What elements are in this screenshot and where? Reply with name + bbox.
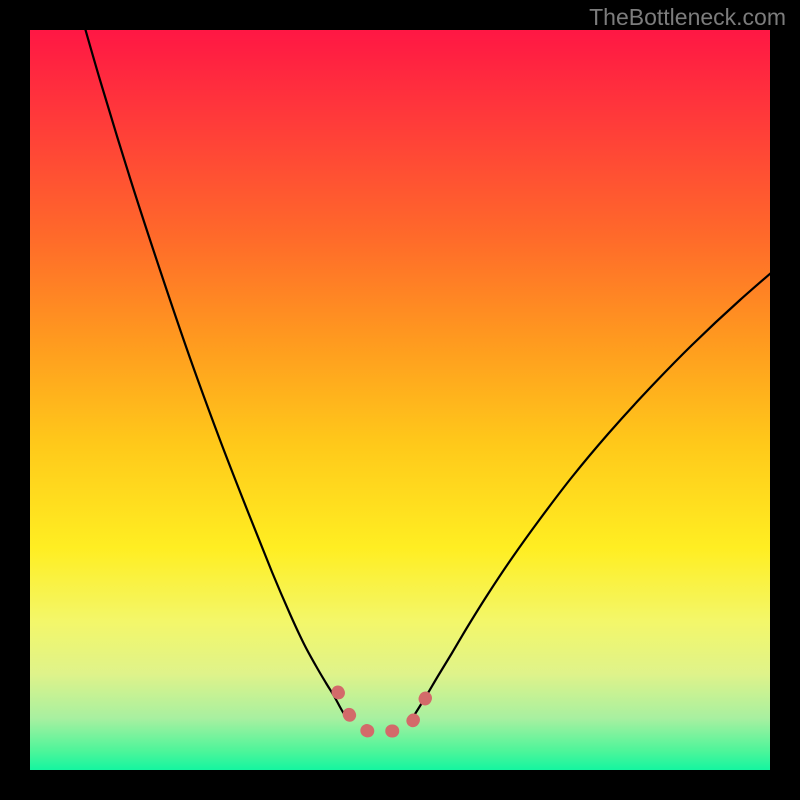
bottleneck-chart bbox=[0, 0, 800, 800]
chart-container: TheBottleneck.com bbox=[0, 0, 800, 800]
watermark-label: TheBottleneck.com bbox=[589, 4, 786, 31]
plot-background bbox=[30, 30, 770, 770]
